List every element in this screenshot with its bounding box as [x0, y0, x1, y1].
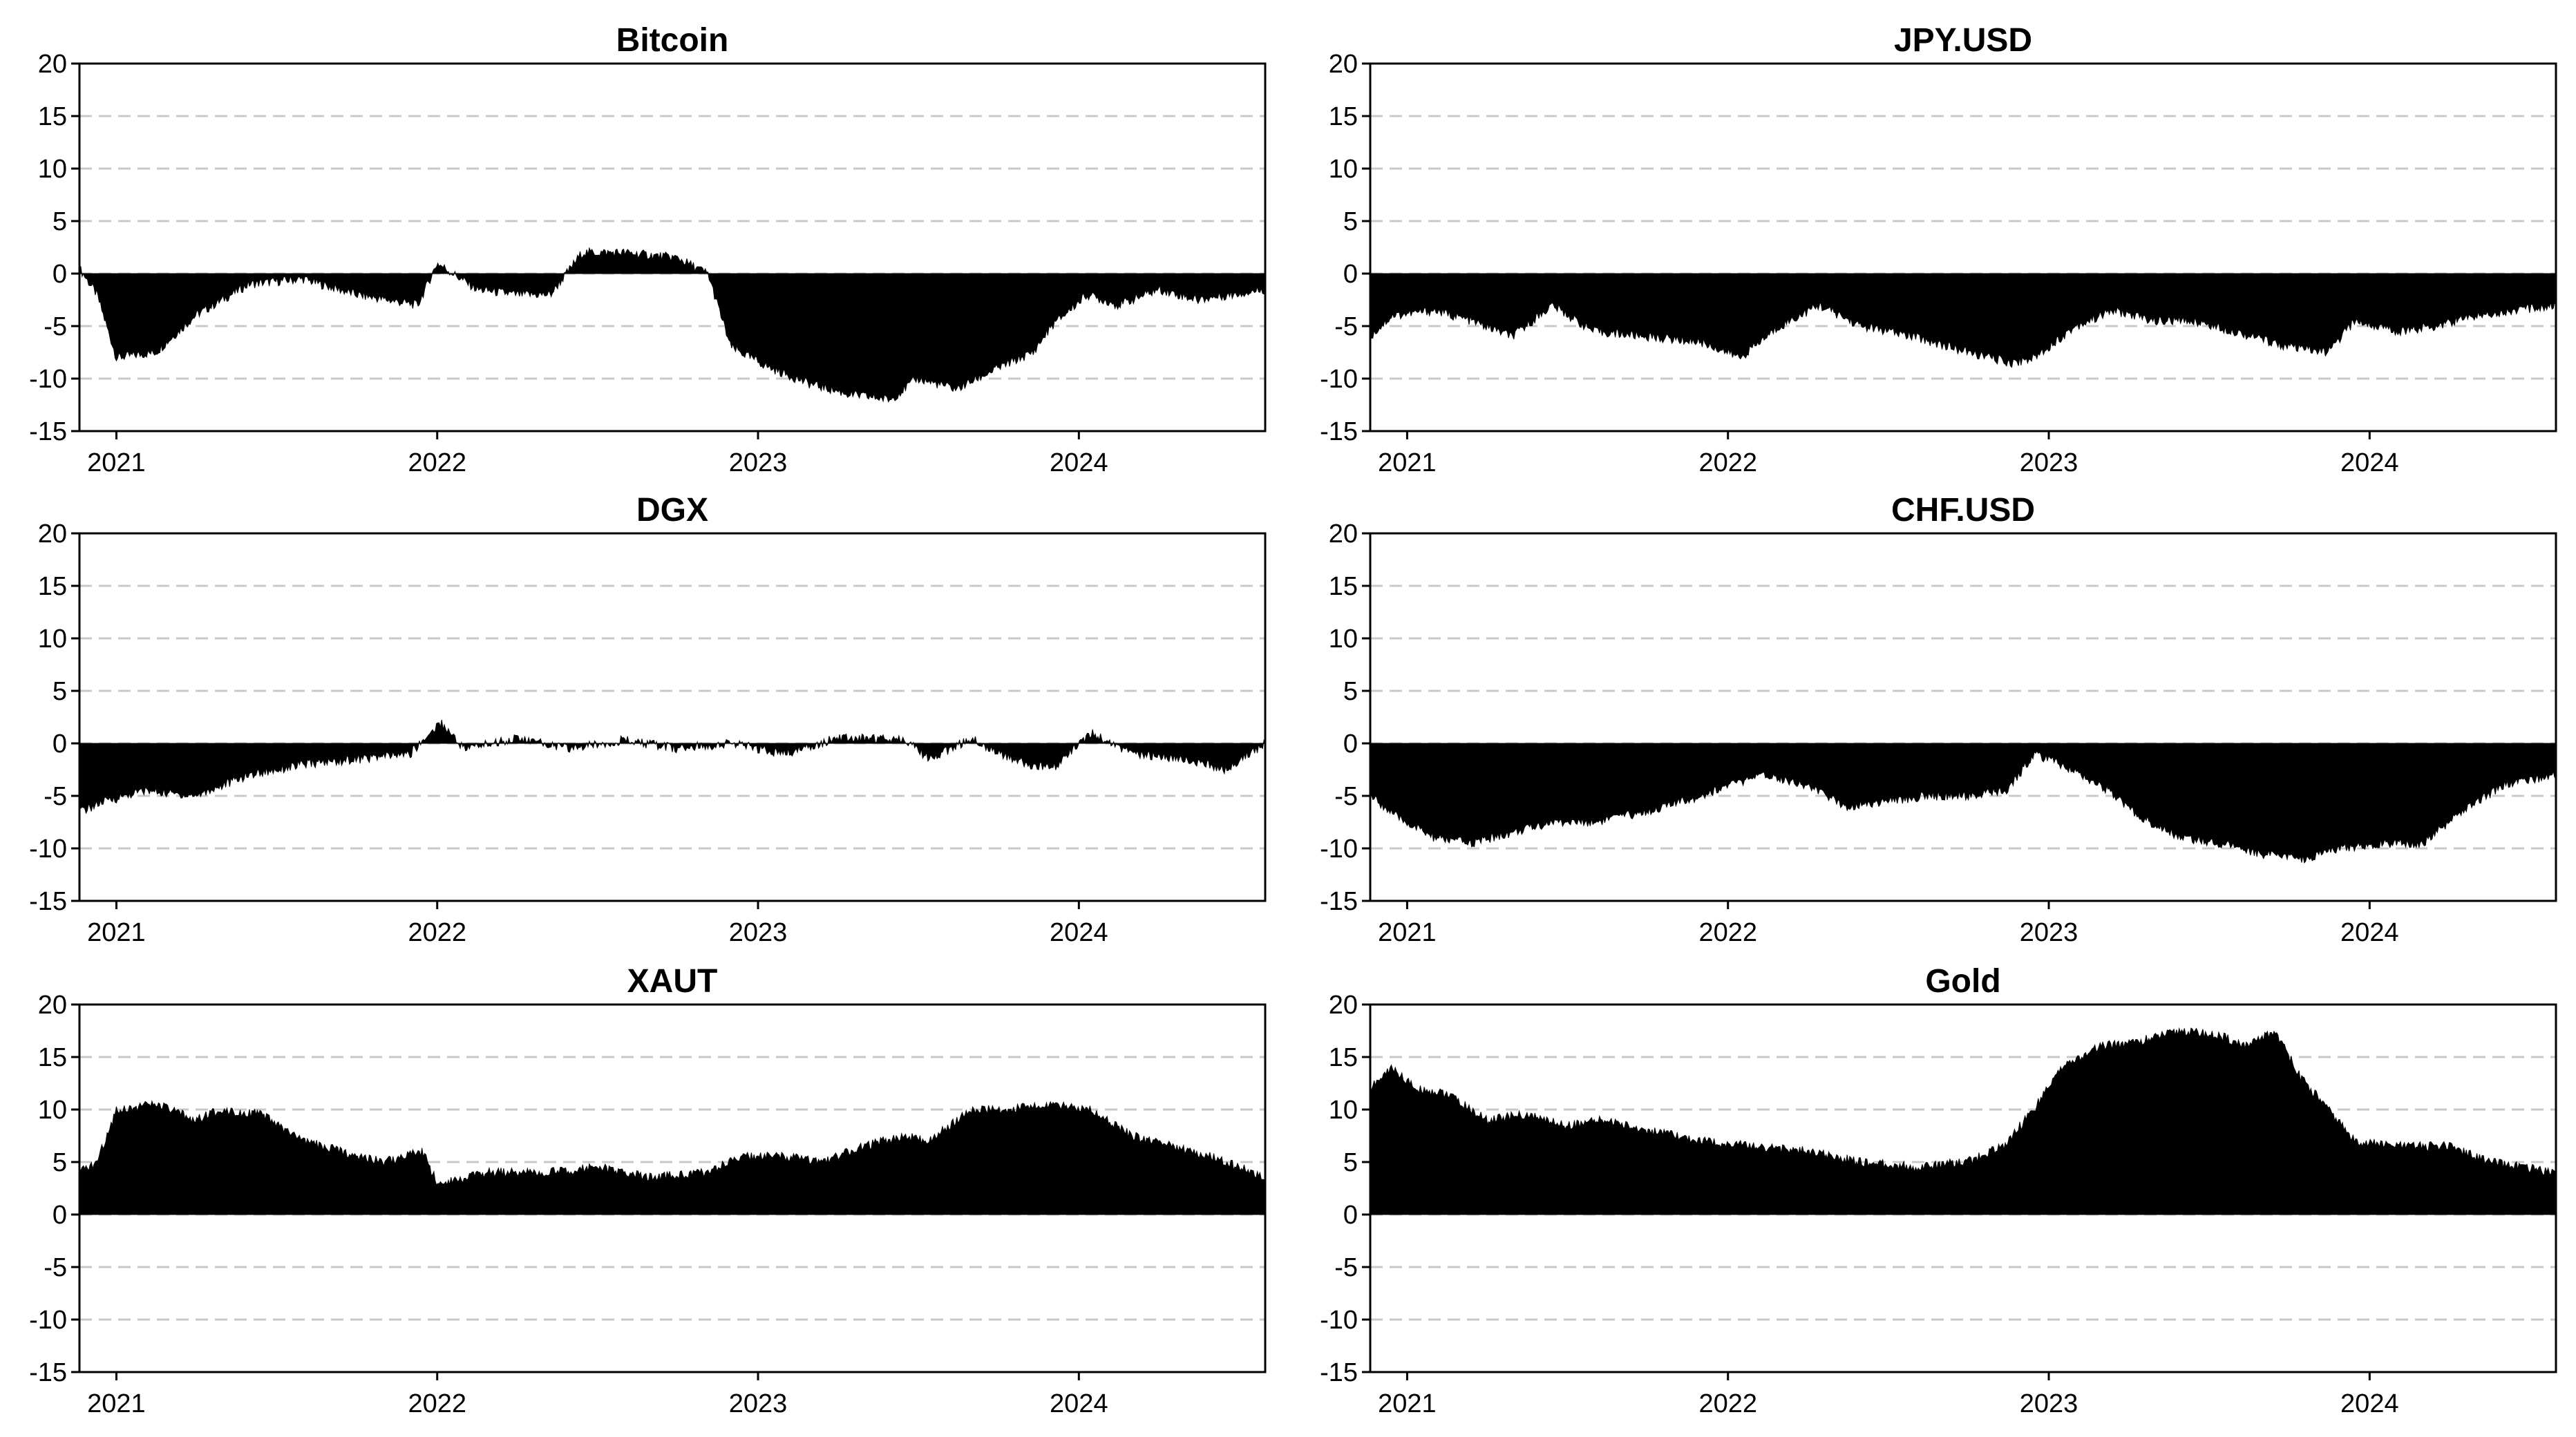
gold-ytick-label: -5 — [1334, 1253, 1358, 1282]
gold-plot-frame — [1369, 1003, 2557, 1373]
dgx-ytick-label: 5 — [53, 677, 67, 706]
gold-title: Gold — [1925, 963, 2000, 1000]
jpy-usd-plot-frame — [1369, 62, 2557, 432]
chf-usd-title: CHF.USD — [1891, 492, 2035, 529]
bitcoin-ytick-label: 5 — [53, 207, 67, 236]
xaut-ytick-label: -15 — [29, 1358, 67, 1387]
dgx-series-area — [79, 719, 1266, 815]
bitcoin-xtick-label: 2021 — [87, 448, 146, 477]
chf-usd-ytick-label: 10 — [1329, 625, 1358, 654]
jpy-usd-title: JPY.USD — [1894, 22, 2032, 59]
bitcoin-xtick-label: 2023 — [729, 448, 788, 477]
chf-usd-xtick-label: 2021 — [1378, 918, 1437, 947]
bitcoin-ytick-label: 10 — [38, 155, 67, 184]
jpy-usd-ytick-label: 15 — [1329, 102, 1358, 131]
gold-ytick-label: -10 — [1320, 1306, 1358, 1335]
dgx-ytick-label: -10 — [29, 835, 67, 864]
xaut-plot-frame — [78, 1003, 1267, 1373]
bitcoin-xtick-label: 2024 — [1050, 448, 1108, 477]
panel-chf-usd: CHF.USD 20 15 10 5 0 -5 -10 -15 2021 2022 2023 2024 — [1320, 492, 2557, 947]
chf-usd-ytick-label: -10 — [1320, 835, 1358, 864]
gold-ytick-label: 20 — [1329, 991, 1358, 1020]
xaut-xtick-label: 2022 — [408, 1389, 466, 1418]
panel-xaut: XAUT 20 15 10 5 0 -5 -10 -15 2021 2022 2023 2024 — [29, 963, 1267, 1418]
chf-usd-ytick-label: -5 — [1334, 782, 1358, 811]
chf-usd-xtick-label: 2024 — [2340, 918, 2399, 947]
gold-ytick-label: 0 — [1343, 1201, 1358, 1230]
dgx-ytick-label: 15 — [38, 572, 67, 601]
xaut-xtick-label: 2023 — [729, 1389, 788, 1418]
xaut-title: XAUT — [627, 963, 718, 1000]
bitcoin-ytick-label: -15 — [29, 417, 67, 446]
dgx-title: DGX — [636, 492, 708, 529]
panel-bitcoin: Bitcoin 20 15 10 5 0 -5 -10 -15 2021 2022 2023 2024 — [29, 22, 1267, 477]
jpy-usd-ytick-label: 20 — [1329, 50, 1358, 79]
chf-usd-ytick-label: -15 — [1320, 887, 1358, 916]
jpy-usd-xtick-label: 2021 — [1378, 448, 1437, 477]
xaut-series-area — [79, 1099, 1266, 1215]
chf-usd-ytick-label: 15 — [1329, 572, 1358, 601]
dgx-ytick-label: -5 — [44, 782, 67, 811]
bitcoin-ytick-label: 15 — [38, 102, 67, 131]
gold-ytick-label: 15 — [1329, 1043, 1358, 1072]
xaut-ytick-label: 0 — [53, 1201, 67, 1230]
jpy-usd-xtick-label: 2023 — [2020, 448, 2078, 477]
chf-usd-xtick-label: 2022 — [1698, 918, 1757, 947]
chf-usd-plot-frame — [1369, 532, 2557, 902]
dgx-xtick-label: 2023 — [729, 918, 788, 947]
gold-xtick-label: 2022 — [1698, 1389, 1757, 1418]
xaut-xtick-label: 2024 — [1050, 1389, 1108, 1418]
gold-ytick-label: 10 — [1329, 1096, 1358, 1125]
jpy-usd-ytick-label: 5 — [1343, 207, 1358, 236]
gold-xtick-label: 2024 — [2340, 1389, 2399, 1418]
jpy-usd-ytick-label: 10 — [1329, 155, 1358, 184]
panel-gold: Gold 20 15 10 5 0 -5 -10 -15 2021 2022 2023 2024 — [1320, 963, 2557, 1418]
chf-usd-xtick-label: 2023 — [2020, 918, 2078, 947]
dgx-xtick-label: 2022 — [408, 918, 466, 947]
gold-xtick-label: 2021 — [1378, 1389, 1437, 1418]
dgx-ytick-label: 0 — [53, 730, 67, 759]
jpy-usd-xtick-label: 2024 — [2340, 448, 2399, 477]
bitcoin-ytick-label: -5 — [44, 312, 67, 341]
xaut-xtick-label: 2021 — [87, 1389, 146, 1418]
chf-usd-series-area — [1370, 743, 2557, 864]
panel-dgx: DGX 20 15 10 5 0 -5 -10 -15 2021 2022 2023 2024 — [29, 492, 1267, 947]
jpy-usd-ytick-label: -5 — [1334, 312, 1358, 341]
jpy-usd-ytick-label: 0 — [1343, 260, 1358, 289]
xaut-ytick-label: 10 — [38, 1096, 67, 1125]
bitcoin-title: Bitcoin — [616, 22, 729, 59]
gold-ytick-label: -15 — [1320, 1358, 1358, 1387]
bitcoin-ytick-label: 0 — [53, 260, 67, 289]
dgx-ytick-label: 20 — [38, 520, 67, 549]
jpy-usd-ytick-label: -10 — [1320, 365, 1358, 394]
xaut-ytick-label: 5 — [53, 1148, 67, 1177]
panel-jpy-usd: JPY.USD 20 15 10 5 0 -5 -10 -15 2021 2022 2023 2024 — [1320, 22, 2557, 477]
xaut-ytick-label: -10 — [29, 1306, 67, 1335]
jpy-usd-series-area — [1370, 273, 2557, 368]
chf-usd-ytick-label: 0 — [1343, 730, 1358, 759]
xaut-ytick-label: -5 — [44, 1253, 67, 1282]
dgx-xtick-label: 2021 — [87, 918, 146, 947]
xaut-ytick-label: 20 — [38, 991, 67, 1020]
dgx-xtick-label: 2024 — [1050, 918, 1108, 947]
chf-usd-ytick-label: 5 — [1343, 677, 1358, 706]
dgx-plot-frame — [78, 532, 1267, 902]
bitcoin-ytick-label: 20 — [38, 50, 67, 79]
bitcoin-series-area — [79, 247, 1266, 403]
chf-usd-ytick-label: 20 — [1329, 520, 1358, 549]
dgx-ytick-label: -15 — [29, 887, 67, 916]
bitcoin-ytick-label: -10 — [29, 365, 67, 394]
gold-series-area — [1370, 1027, 2557, 1215]
bitcoin-plot-frame — [78, 62, 1267, 432]
xaut-ytick-label: 15 — [38, 1043, 67, 1072]
bitcoin-xtick-label: 2022 — [408, 448, 466, 477]
jpy-usd-ytick-label: -15 — [1320, 417, 1358, 446]
dgx-ytick-label: 10 — [38, 625, 67, 654]
gold-ytick-label: 5 — [1343, 1148, 1358, 1177]
gold-xtick-label: 2023 — [2020, 1389, 2078, 1418]
jpy-usd-xtick-label: 2022 — [1698, 448, 1757, 477]
